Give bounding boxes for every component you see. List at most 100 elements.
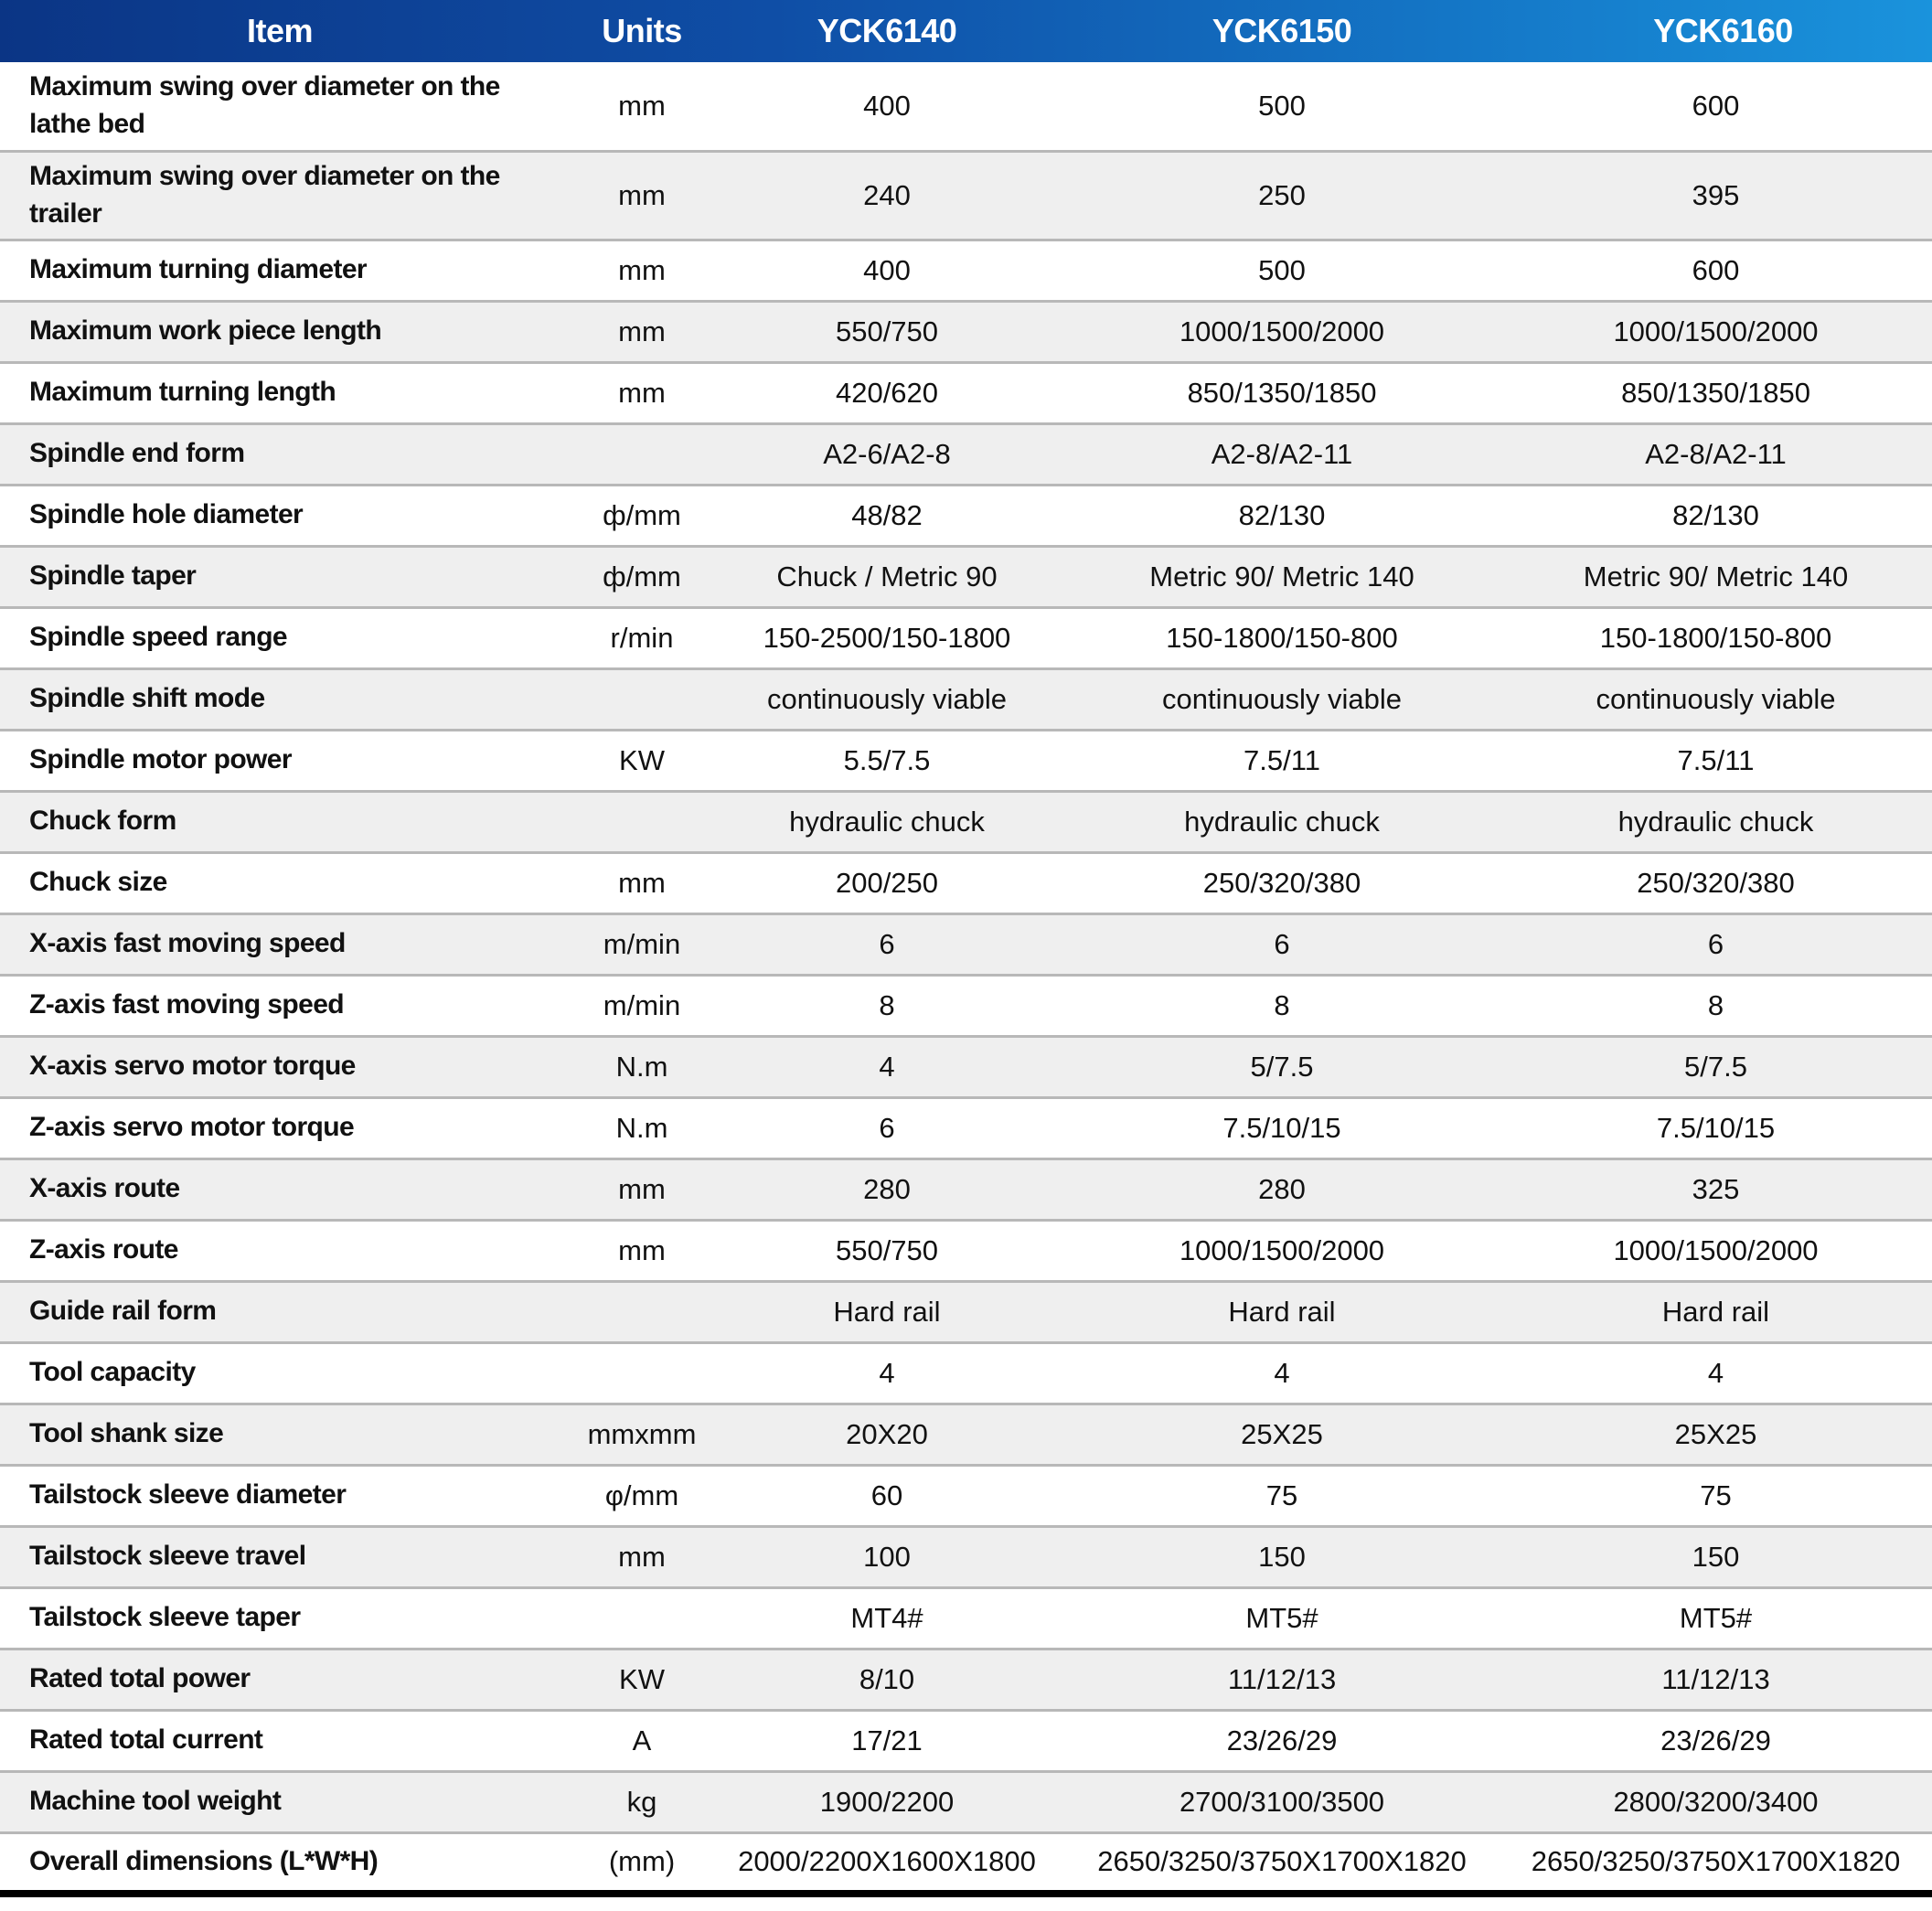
table-body: Maximum swing over diameter on the lathe… [0, 62, 1932, 1894]
table-row: Maximum work piece length mm 550/750 1000/1… [0, 301, 1932, 362]
item-cell: Spindle taper [29, 560, 197, 592]
value-cell-model-3: 5/7.5 [1684, 1050, 1747, 1083]
item-cell: Tailstock sleeve travel [29, 1541, 306, 1572]
value-cell-model-2: 500 [1258, 89, 1306, 122]
value-cell-model-1: MT4# [850, 1601, 923, 1634]
value-cell-model-2: 82/130 [1238, 498, 1326, 531]
item-cell: Spindle speed range [29, 622, 288, 653]
value-cell-model-1: continuously viable [767, 682, 1007, 715]
units-cell: ф/mm [603, 498, 681, 531]
value-cell-model-3: 150 [1692, 1540, 1740, 1573]
table-row: X-axis servo motor torque N.m 4 5/7.5 5/7.5 [0, 1036, 1932, 1097]
units-cell: mm [618, 1172, 666, 1205]
value-cell-model-2: 7.5/11 [1244, 743, 1320, 776]
units-cell: mmxmm [587, 1417, 697, 1450]
value-cell-model-3: 7.5/10/15 [1656, 1111, 1776, 1144]
item-cell: Rated total power [29, 1663, 251, 1694]
units-cell: mm [618, 1233, 666, 1266]
table-row: Tailstock sleeve travel mm 100 150 150 [0, 1526, 1932, 1587]
table-row: Tool shank size mmxmm 20X20 25X25 25X25 [0, 1404, 1932, 1465]
units-cell: ф/mm [603, 560, 681, 593]
value-cell-model-2: 150 [1258, 1540, 1306, 1573]
value-cell-model-2: continuously viable [1162, 682, 1402, 715]
value-cell-model-3: 82/130 [1672, 498, 1759, 531]
table-row: X-axis route mm 280 280 325 [0, 1158, 1932, 1220]
value-cell-model-2: 150-1800/150-800 [1166, 621, 1398, 654]
header-model-1: YCK6140 [817, 12, 957, 49]
table-header-row: Item Units YCK6140 YCK6150 YCK6160 [0, 0, 1932, 62]
units-cell [560, 1587, 724, 1649]
value-cell-model-1: 20X20 [846, 1417, 928, 1450]
units-cell: KW [619, 1662, 665, 1695]
table-row: Maximum turning diameter mm 400 500 600 [0, 240, 1932, 301]
table-row: Spindle hole diameter ф/mm 48/82 82/130 82/1… [0, 485, 1932, 546]
item-cell: Spindle end form [29, 438, 245, 469]
item-cell: X-axis fast moving speed [29, 928, 346, 959]
value-cell-model-1: 4 [879, 1050, 895, 1083]
value-cell-model-2: 23/26/29 [1226, 1724, 1338, 1756]
value-cell-model-3: 8 [1707, 988, 1724, 1021]
value-cell-model-1: Chuck / Metric 90 [776, 560, 998, 593]
item-cell: Z-axis route [29, 1234, 178, 1265]
value-cell-model-1: 17/21 [851, 1724, 923, 1756]
value-cell-model-2: 75 [1265, 1479, 1298, 1511]
value-cell-model-2: 500 [1258, 253, 1306, 286]
table-row: Maximum turning length mm 420/620 850/1350/… [0, 362, 1932, 423]
value-cell-model-1: 550/750 [835, 1233, 939, 1266]
value-cell-model-3: 395 [1692, 178, 1740, 211]
item-cell: Maximum turning length [29, 377, 336, 408]
item-cell: Machine tool weight [29, 1786, 282, 1817]
item-cell: Chuck size [29, 867, 167, 898]
header-model-2: YCK6150 [1212, 12, 1352, 49]
units-cell: N.m [615, 1050, 668, 1083]
item-cell: X-axis route [29, 1173, 180, 1204]
value-cell-model-2: A2-8/A2-11 [1211, 437, 1353, 470]
item-cell: Maximum turning diameter [29, 254, 368, 285]
value-cell-model-1: A2-6/A2-8 [823, 437, 951, 470]
value-cell-model-2: Metric 90/ Metric 140 [1149, 560, 1414, 593]
value-cell-model-1: 1900/2200 [819, 1785, 955, 1818]
table-row: Maximum swing over diameter on the lathe… [0, 62, 1932, 151]
item-cell: Guide rail form [29, 1296, 217, 1327]
item-cell: Spindle motor power [29, 744, 293, 775]
table-row: Spindle motor power KW 5.5/7.5 7.5/11 7.5/11 [0, 730, 1932, 791]
item-cell: Maximum swing over diameter on the trail… [29, 161, 500, 229]
value-cell-model-2: 7.5/10/15 [1222, 1111, 1341, 1144]
value-cell-model-1: 280 [863, 1172, 911, 1205]
value-cell-model-3: 75 [1700, 1479, 1732, 1511]
value-cell-model-3: hydraulic chuck [1617, 805, 1814, 838]
value-cell-model-3: 325 [1692, 1172, 1740, 1205]
value-cell-model-2: MT5# [1245, 1601, 1318, 1634]
value-cell-model-2: 6 [1274, 927, 1290, 960]
item-cell: Tool capacity [29, 1357, 196, 1388]
value-cell-model-2: 250/320/380 [1202, 866, 1361, 899]
value-cell-model-1: 400 [863, 89, 911, 122]
units-cell: KW [619, 743, 665, 776]
header-item: Item [246, 12, 314, 49]
value-cell-model-3: 600 [1692, 253, 1740, 286]
value-cell-model-1: 100 [863, 1540, 911, 1573]
item-cell: Overall dimensions (L*W*H) [29, 1846, 379, 1876]
table-row: Rated total power KW 8/10 11/12/13 11/12/13 [0, 1649, 1932, 1710]
value-cell-model-3: A2-8/A2-11 [1645, 437, 1787, 470]
value-cell-model-3: 150-1800/150-800 [1599, 621, 1832, 654]
units-cell: mm [618, 376, 666, 409]
units-cell: φ/mm [604, 1479, 679, 1511]
item-cell: Tailstock sleeve diameter [29, 1479, 347, 1511]
item-cell: X-axis servo motor torque [29, 1051, 356, 1082]
value-cell-model-2: 1000/1500/2000 [1179, 315, 1385, 347]
value-cell-model-1: 6 [879, 1111, 895, 1144]
value-cell-model-3: 1000/1500/2000 [1613, 315, 1819, 347]
value-cell-model-1: 8 [879, 988, 895, 1021]
value-cell-model-1: 2000/2200X1600X1800 [738, 1845, 1036, 1878]
table-row: Spindle speed range r/min 150-2500/150-180… [0, 607, 1932, 668]
value-cell-model-2: Hard rail [1228, 1295, 1336, 1328]
value-cell-model-3: 1000/1500/2000 [1613, 1233, 1819, 1266]
value-cell-model-2: 250 [1258, 178, 1306, 211]
value-cell-model-2: 2650/3250/3750X1700X1820 [1097, 1845, 1467, 1878]
value-cell-model-3: 6 [1707, 927, 1724, 960]
units-cell: mm [618, 89, 666, 122]
table-row: Z-axis fast moving speed m/min 8 8 8 [0, 975, 1932, 1036]
item-cell: Spindle shift mode [29, 683, 265, 714]
value-cell-model-1: 8/10 [859, 1662, 915, 1695]
